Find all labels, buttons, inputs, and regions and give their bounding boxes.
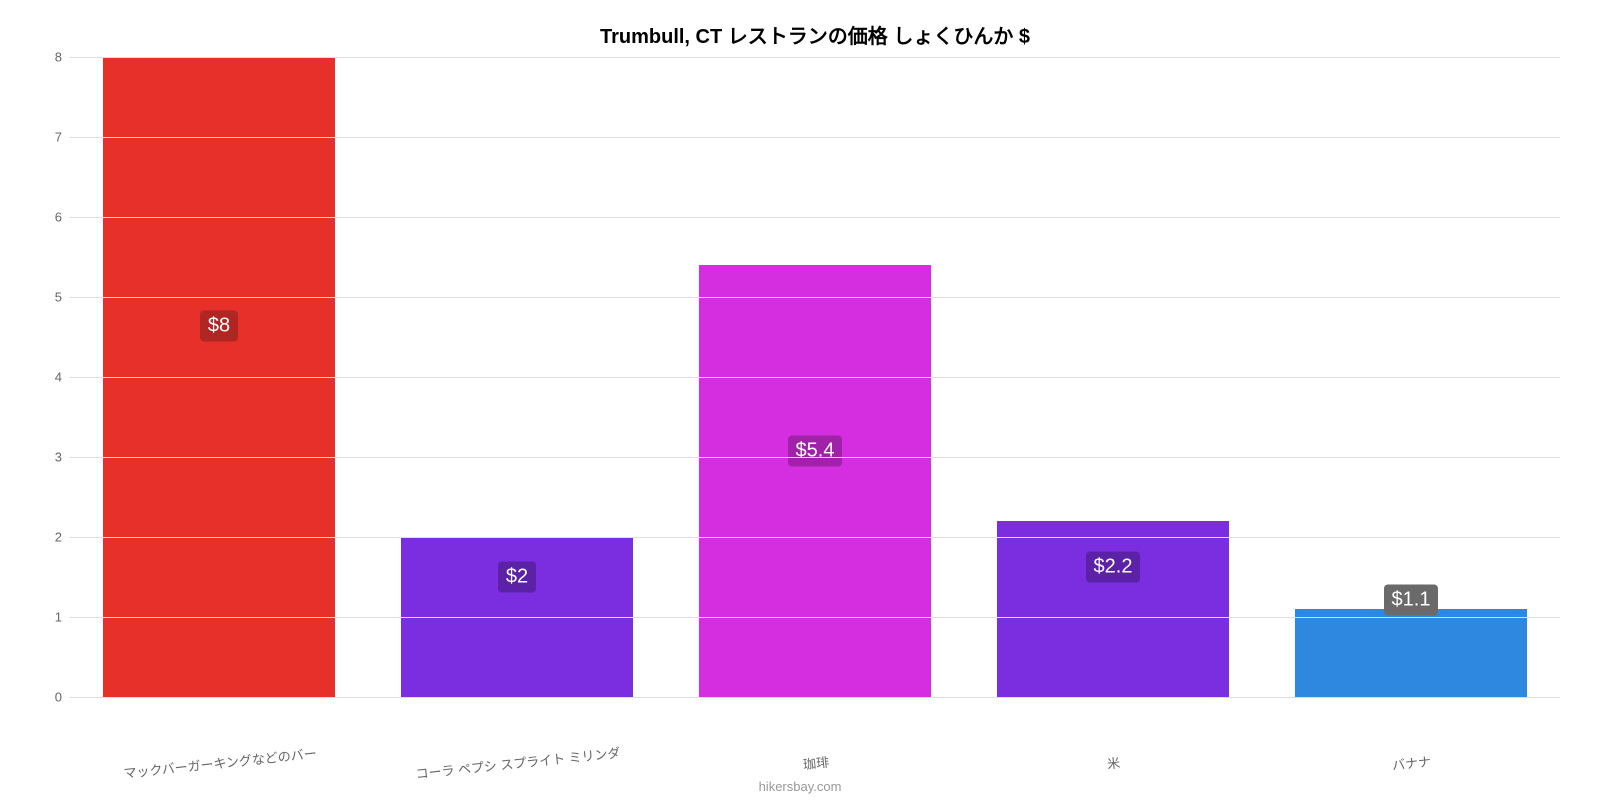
grid-line — [70, 297, 1560, 298]
x-axis-label: コーラ ペプシ スプライト ミリンダ — [415, 742, 622, 782]
y-tick-label: 0 — [55, 690, 70, 705]
chart-title: Trumbull, CT レストランの価格 しょくひんか $ — [70, 20, 1560, 49]
grid-line — [70, 457, 1560, 458]
plot-area: $8$2$5.4$2.2$1.1 012345678 — [70, 57, 1560, 697]
value-badge: $2.2 — [1086, 551, 1141, 582]
y-tick-label: 4 — [55, 370, 70, 385]
x-label-slot: 米 — [964, 753, 1262, 772]
grid-line — [70, 57, 1560, 58]
grid-line — [70, 377, 1560, 378]
grid-line — [70, 217, 1560, 218]
x-axis-label: マックバーガーキングなどのバー — [123, 743, 318, 782]
y-tick-label: 1 — [55, 610, 70, 625]
y-tick-label: 7 — [55, 130, 70, 145]
x-axis-label: 珈琲 — [802, 752, 830, 774]
bar: $1.1 — [1295, 609, 1527, 697]
x-axis-label: バナナ — [1392, 751, 1433, 774]
value-badge: $2 — [498, 562, 536, 593]
grid-line — [70, 137, 1560, 138]
x-axis-label: 米 — [1107, 752, 1122, 772]
y-tick-label: 3 — [55, 450, 70, 465]
grid-line — [70, 617, 1560, 618]
grid-line — [70, 537, 1560, 538]
x-axis-labels: マックバーガーキングなどのバーコーラ ペプシ スプライト ミリンダ 珈琲 米 バナナ — [70, 753, 1560, 772]
x-label-slot: 珈琲 — [666, 753, 964, 772]
grid-line — [70, 697, 1560, 698]
value-badge: $1.1 — [1384, 585, 1439, 616]
y-tick-label: 8 — [55, 50, 70, 65]
price-bar-chart: Trumbull, CT レストランの価格 しょくひんか $ $8 $2 $5.4 $… — [0, 0, 1600, 800]
x-label-slot: マックバーガーキングなどのバー — [70, 753, 368, 772]
y-tick-label: 5 — [55, 290, 70, 305]
bar: $5.4 — [699, 265, 931, 697]
attribution-text: hikersbay.com — [0, 779, 1600, 794]
y-tick-label: 2 — [55, 530, 70, 545]
bar: $2.2 — [997, 521, 1229, 697]
value-badge: $5.4 — [788, 435, 843, 466]
value-badge: $8 — [200, 310, 238, 341]
y-tick-label: 6 — [55, 210, 70, 225]
x-label-slot: バナナ — [1262, 753, 1560, 772]
x-label-slot: コーラ ペプシ スプライト ミリンダ — [368, 753, 666, 772]
